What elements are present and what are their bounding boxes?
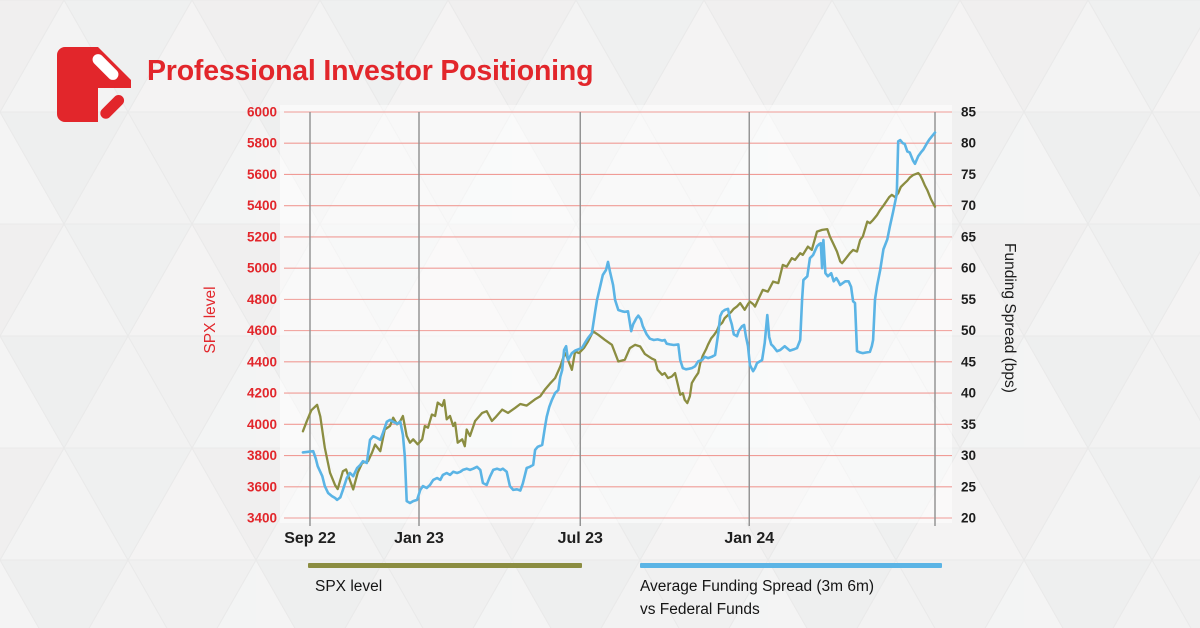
legend-swatch-spx bbox=[308, 563, 582, 568]
legend-swatch-funding bbox=[640, 563, 942, 568]
right-axis-tick-label: 25 bbox=[961, 479, 977, 494]
legend-label-funding-line2: vs Federal Funds bbox=[640, 601, 760, 618]
legend-item-funding: Average Funding Spread (3m 6m) vs Federa… bbox=[640, 563, 942, 621]
left-axis-tick-label: 5000 bbox=[247, 261, 277, 276]
x-axis-tick-label: Jan 23 bbox=[394, 530, 444, 547]
right-axis-title: Funding Spread (bps) bbox=[1001, 243, 1018, 393]
legend-label-spx: SPX level bbox=[315, 578, 383, 595]
logo-white-slash bbox=[92, 54, 119, 80]
right-axis-tick-label: 55 bbox=[961, 292, 977, 307]
right-axis-tick-label: 35 bbox=[961, 417, 977, 432]
left-axis-tick-label: 3400 bbox=[247, 511, 277, 526]
left-axis-title: SPX level bbox=[202, 286, 219, 353]
logo-red-slash bbox=[100, 95, 125, 119]
left-axis-tick-label: 4400 bbox=[247, 354, 277, 369]
right-axis-tick-label: 45 bbox=[961, 354, 977, 369]
left-axis-tick-label: 4200 bbox=[247, 386, 277, 401]
right-axis-tick-label: 75 bbox=[961, 167, 977, 182]
x-axis-tick-label: Sep 22 bbox=[284, 530, 336, 547]
left-axis-tick-label: 5800 bbox=[247, 136, 277, 151]
right-axis-tick-label: 65 bbox=[961, 229, 977, 244]
logo-red-shape bbox=[57, 47, 131, 122]
right-axis-tick-label: 20 bbox=[961, 511, 976, 526]
left-axis-tick-label: 5400 bbox=[247, 198, 277, 213]
page-title: Professional Investor Positioning bbox=[147, 55, 594, 87]
left-axis-tick-label: 6000 bbox=[247, 105, 277, 120]
right-axis-tick-label: 85 bbox=[961, 105, 977, 120]
plot-background bbox=[280, 105, 952, 523]
x-axis-tick-label: Jan 24 bbox=[724, 530, 774, 547]
right-axis-tick-label: 60 bbox=[961, 261, 976, 276]
left-axis-tick-label: 3800 bbox=[247, 448, 277, 463]
series-line-funding-spread bbox=[301, 131, 937, 505]
legend-item-spx: SPX level bbox=[308, 563, 582, 598]
left-axis-tick-label: 4800 bbox=[247, 292, 277, 307]
right-axis-tick-label: 40 bbox=[961, 386, 976, 401]
left-axis-tick-label: 4000 bbox=[247, 417, 277, 432]
right-axis-tick-label: 70 bbox=[961, 198, 976, 213]
left-axis-tick-label: 5600 bbox=[247, 167, 277, 182]
left-axis-tick-label: 3600 bbox=[247, 479, 277, 494]
legend-label-funding-line1: Average Funding Spread (3m 6m) bbox=[640, 578, 875, 595]
right-axis-tick-label: 30 bbox=[961, 448, 976, 463]
right-axis-tick-label: 50 bbox=[961, 323, 976, 338]
brand-logo bbox=[57, 47, 131, 122]
x-axis-tick-label: Jul 23 bbox=[558, 530, 603, 547]
right-axis-tick-label: 80 bbox=[961, 136, 976, 151]
series-line-spx bbox=[301, 171, 937, 491]
left-axis-tick-label: 5200 bbox=[247, 229, 277, 244]
legend-label-funding: Average Funding Spread (3m 6m) vs Federa… bbox=[640, 575, 942, 621]
left-axis-tick-label: 4600 bbox=[247, 323, 277, 338]
